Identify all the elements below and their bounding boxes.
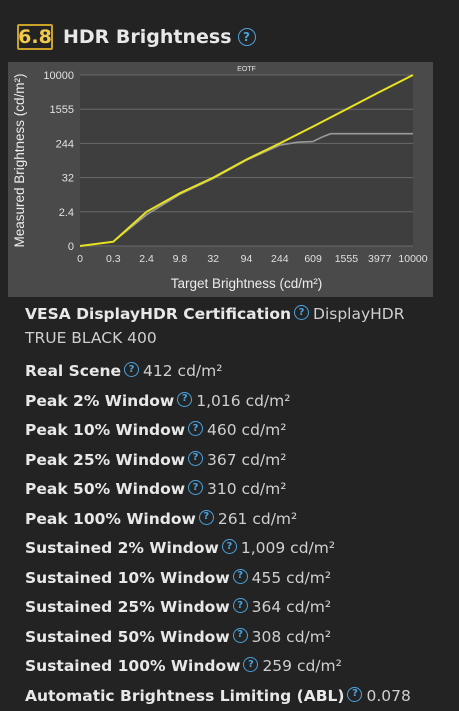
- target-series-line: [79, 74, 414, 247]
- spec-value: 412 cd/m²: [143, 362, 223, 380]
- y-tick-label: 10000: [43, 70, 74, 82]
- spec-value: 0.078: [366, 686, 411, 705]
- spec-row: Sustained 2% Window? 1,009 cd/m²: [25, 534, 445, 564]
- spec-label: Peak 2% Window: [25, 391, 175, 410]
- y-tick-label: 1555: [50, 104, 74, 116]
- y-tick-label: 32: [62, 173, 74, 185]
- spec-label: Sustained 25% Window: [25, 598, 230, 616]
- spec-list: VESA DisplayHDR Certification? DisplayHDR…: [25, 302, 445, 711]
- spec-row: Peak 50% Window? 310 cd/m²: [25, 475, 445, 505]
- eotf-chart: 0 2.4 32 244 1555 10000 0 0.3 2.4 9.8 32 94 244 609 15…: [8, 62, 433, 297]
- spec-value: 261 cd/m²: [217, 509, 298, 528]
- spec-value: 367 cd/m²: [207, 450, 287, 469]
- spec-value: 1,009 cd/m²: [240, 539, 336, 557]
- spec-row: Peak 25% Window? 367 cd/m²: [25, 446, 445, 476]
- spec-label: Sustained 10% Window: [25, 568, 230, 587]
- spec-row: Sustained 25% Window? 364 cd/m²: [25, 593, 445, 623]
- spec-label: Sustained 100% Window: [25, 657, 241, 675]
- x-tick-label: 1555: [335, 253, 359, 265]
- spec-label: Peak 10% Window: [25, 421, 186, 439]
- question-circle-icon[interactable]: ?: [232, 568, 248, 584]
- question-circle-icon[interactable]: ?: [188, 450, 204, 466]
- y-axis-label: Measured Brightness (cd/m²): [12, 73, 27, 247]
- x-tick-label: 10000: [398, 253, 427, 265]
- spec-value: 308 cd/m²: [251, 627, 332, 646]
- spec-row: Sustained 50% Window? 308 cd/m²: [25, 623, 445, 653]
- spec-row: Sustained 100% Window? 259 cd/m²: [25, 652, 445, 682]
- question-circle-icon[interactable]: ?: [232, 627, 248, 643]
- spec-row: Real Scene? 412 cd/m²: [25, 357, 445, 387]
- section-title: HDR Brightness: [63, 26, 232, 48]
- spec-label: Sustained 2% Window: [25, 539, 219, 557]
- question-circle-icon[interactable]: ?: [188, 480, 204, 495]
- spec-label: Peak 100% Window: [25, 509, 196, 528]
- x-tick-label: 94: [241, 253, 253, 265]
- x-tick-label: 32: [207, 253, 219, 265]
- x-tick-label: 609: [304, 253, 322, 265]
- x-axis-label: Target Brightness (cd/m²): [171, 276, 323, 291]
- x-tick-label: 0.3: [106, 253, 121, 265]
- x-tick-label: 3977: [368, 253, 392, 265]
- spec-value: 1,016 cd/m²: [196, 391, 291, 410]
- measured-series-line: [79, 132, 413, 247]
- question-circle-icon[interactable]: ?: [243, 657, 259, 672]
- question-circle-icon[interactable]: ?: [188, 421, 204, 436]
- question-circle-icon[interactable]: ?: [232, 598, 248, 613]
- question-circle-icon[interactable]: ?: [198, 509, 214, 525]
- spec-row: Peak 2% Window? 1,016 cd/m²: [25, 387, 445, 417]
- y-tick-label: 244: [56, 138, 74, 150]
- question-circle-icon[interactable]: ?: [177, 391, 193, 407]
- spec-row: Sustained 10% Window? 455 cd/m²: [25, 564, 445, 594]
- question-circle-icon[interactable]: ?: [124, 362, 140, 377]
- y-tick-label: 2.4: [59, 207, 74, 219]
- spec-label: VESA DisplayHDR Certification: [25, 305, 292, 323]
- spec-label: Automatic Brightness Limiting (ABL): [25, 686, 345, 705]
- chart-svg: 0 2.4 32 244 1555 10000 0 0.3 2.4 9.8 32 94 244 609 15…: [8, 62, 433, 297]
- question-circle-icon[interactable]: ?: [237, 28, 256, 46]
- question-circle-icon[interactable]: ?: [221, 539, 237, 554]
- spec-value: 460 cd/m²: [207, 421, 287, 439]
- spec-row: Automatic Brightness Limiting (ABL)? 0.07…: [25, 682, 445, 711]
- spec-label: Peak 50% Window: [25, 480, 186, 498]
- spec-label: Sustained 50% Window: [25, 627, 230, 646]
- score-badge: 6.8: [17, 24, 53, 50]
- spec-value: 310 cd/m²: [207, 480, 287, 498]
- spec-row: Peak 10% Window? 460 cd/m²: [25, 416, 445, 446]
- chart-title: EOTF: [237, 66, 256, 73]
- x-tick-label: 2.4: [139, 253, 154, 265]
- spec-value: 455 cd/m²: [251, 568, 332, 587]
- spec-label: Peak 25% Window: [25, 450, 186, 469]
- spec-value: DisplayHDR TRUE BLACK 400: [25, 305, 405, 347]
- x-tick-label: 0: [77, 253, 83, 265]
- question-circle-icon[interactable]: ?: [347, 686, 363, 702]
- y-tick-label: 0: [68, 241, 74, 253]
- x-tick-label: 244: [271, 253, 289, 265]
- section-header: 6.8 HDR Brightness ?: [17, 22, 256, 52]
- spec-row: Peak 100% Window? 261 cd/m²: [25, 505, 445, 535]
- spec-row: VESA DisplayHDR Certification? DisplayHDR…: [25, 302, 445, 350]
- spec-label: Real Scene: [25, 362, 122, 380]
- spec-value: 364 cd/m²: [251, 598, 332, 616]
- spec-value: 259 cd/m²: [262, 657, 342, 675]
- question-circle-icon[interactable]: ?: [294, 305, 310, 320]
- x-tick-label: 9.8: [173, 253, 188, 265]
